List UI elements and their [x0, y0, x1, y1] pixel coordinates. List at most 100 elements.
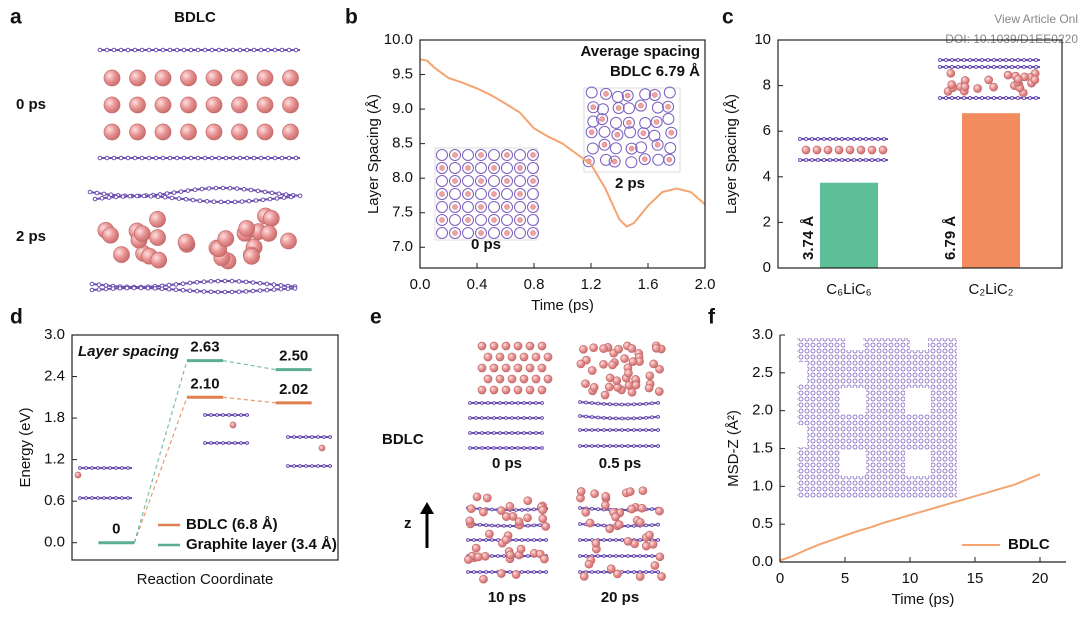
carbon-atom — [106, 195, 112, 200]
carbon-atom — [468, 401, 472, 405]
carbon-atom — [173, 287, 179, 293]
atom — [523, 496, 533, 506]
carbon-atom — [638, 538, 642, 542]
carbon-atom — [227, 413, 231, 417]
carbon-atom — [840, 158, 844, 162]
carbon-atom — [602, 554, 606, 558]
carbon-atom — [590, 401, 594, 405]
atom — [256, 69, 274, 87]
x-tick-label: 0.0 — [410, 276, 431, 293]
carbon-atom — [250, 288, 256, 294]
li-atom — [478, 204, 484, 210]
atom — [525, 363, 535, 373]
carbon-atom — [328, 464, 332, 468]
atom — [149, 211, 166, 228]
carbon-atom — [194, 280, 200, 285]
y-tick-label: 0.0 — [44, 534, 65, 551]
carbon-atom — [120, 466, 124, 470]
atom — [600, 390, 610, 400]
carbon-atom — [526, 523, 530, 528]
atom — [477, 341, 487, 351]
value-label: 6.79 Å — [942, 216, 959, 260]
carbon-atom — [236, 279, 242, 284]
carbon-atom — [286, 435, 290, 439]
carbon-atom — [526, 570, 530, 574]
carbon-atom — [183, 197, 189, 202]
carbon-atom — [650, 507, 654, 512]
carbon-atom — [297, 193, 303, 199]
li-atom — [626, 119, 632, 126]
atom — [513, 385, 523, 395]
carbon-atom — [316, 435, 320, 439]
carbon-ring — [596, 113, 609, 126]
carbon-ring — [501, 149, 513, 161]
atom — [471, 543, 481, 553]
carbon-ring — [436, 162, 448, 174]
y-tick-label: 1.0 — [752, 477, 773, 494]
carbon-atom — [596, 444, 600, 448]
atom — [505, 502, 515, 511]
carbon-atom — [262, 189, 268, 195]
carbon-atom — [111, 47, 117, 53]
carbon-atom — [1004, 58, 1008, 62]
carbon-atom — [822, 137, 826, 141]
carbon-atom — [846, 158, 850, 162]
carbon-atom — [257, 288, 263, 293]
atom — [501, 385, 511, 395]
carbon-atom — [178, 189, 184, 194]
carbon-atom — [644, 415, 648, 420]
y-axis-label: MSD-Z (Å²) — [725, 410, 742, 487]
carbon-atom — [956, 65, 960, 69]
carbon-atom — [272, 47, 278, 53]
carbon-ring — [501, 214, 513, 226]
atom — [129, 96, 146, 114]
carbon-ring — [436, 175, 448, 187]
y-tick-label: 2 — [763, 213, 771, 230]
carbon-atom — [492, 431, 496, 435]
inset-notch — [845, 338, 863, 350]
carbon-atom — [84, 466, 88, 470]
atom — [648, 539, 658, 549]
carbon-atom — [114, 496, 118, 500]
bar — [962, 113, 1020, 268]
carbon-atom — [153, 155, 159, 161]
atom — [260, 225, 278, 242]
carbon-atom — [241, 186, 247, 192]
atom — [657, 572, 666, 581]
carbon-atom — [944, 96, 948, 100]
carbon-atom — [248, 187, 254, 193]
atom — [519, 352, 529, 362]
inset-notch — [797, 425, 807, 447]
carbon-atom — [162, 194, 168, 200]
li-atom — [452, 230, 458, 236]
carbon-atom — [498, 446, 502, 450]
atom — [878, 145, 888, 155]
atom — [635, 572, 645, 581]
atom — [845, 145, 855, 155]
carbon-ring — [514, 214, 526, 226]
carbon-atom — [243, 289, 249, 294]
atom — [537, 363, 547, 373]
carbon-atom — [1004, 96, 1008, 100]
carbon-atom — [578, 506, 582, 510]
carbon-atom — [502, 524, 506, 528]
panel-label: c — [722, 6, 734, 29]
carbon-ring — [637, 127, 650, 140]
carbon-atom — [466, 570, 470, 574]
carbon-atom — [125, 155, 131, 161]
carbon-atom — [980, 65, 984, 69]
annotation: Layer spacing — [78, 343, 179, 360]
carbon-atom — [190, 197, 196, 203]
carbon-atom — [816, 158, 820, 162]
panel-label: d — [10, 306, 23, 329]
carbon-atom — [620, 416, 624, 421]
li-atom — [642, 156, 648, 162]
carbon-atom — [194, 288, 200, 294]
carbon-ring — [488, 214, 500, 226]
atom — [525, 341, 535, 351]
axis-label: z — [404, 515, 412, 532]
atom — [282, 69, 299, 87]
li-atom — [465, 217, 471, 223]
carbon-atom — [490, 570, 494, 574]
carbon-ring — [600, 153, 612, 166]
